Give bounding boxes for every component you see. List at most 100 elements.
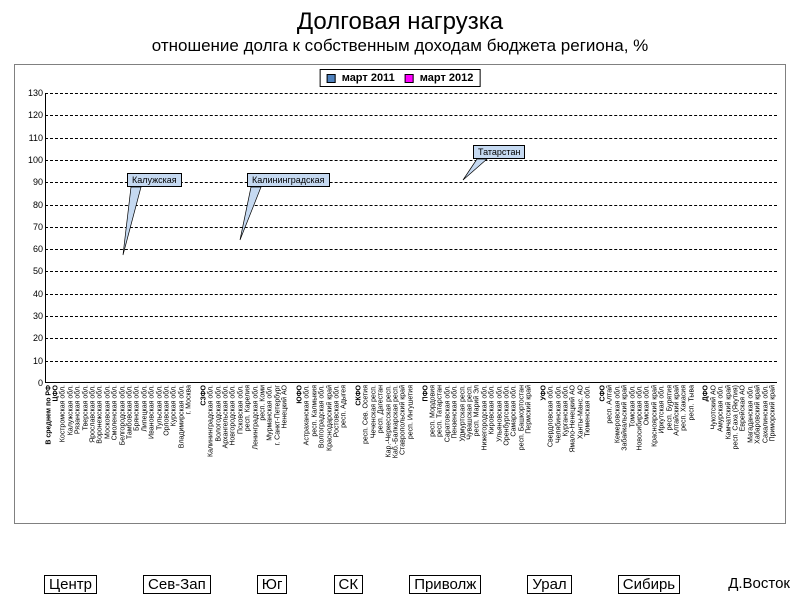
x-label: Вологодская обл. (215, 385, 222, 515)
legend: март 2011 март 2012 (320, 69, 481, 87)
x-label: Тульская обл. (156, 385, 163, 515)
x-label: Красноярский край (651, 385, 658, 515)
region-row: ЦентрСев-ЗапЮгСКПриволжУралСибирьД.Восто… (14, 575, 800, 594)
x-label: респ. Бурятия (666, 385, 673, 515)
x-label: Псковская обл. (237, 385, 244, 515)
x-label: Мурманская обл. (267, 385, 274, 515)
legend-swatch-2012 (405, 74, 414, 83)
y-tick: 30 (19, 311, 43, 321)
y-tick: 100 (19, 155, 43, 165)
x-label: Владимирская обл. (178, 385, 185, 515)
x-label: респ. Адыгея (341, 385, 348, 515)
x-label: Алтайский край (673, 385, 680, 515)
legend-item-2012: март 2012 (405, 72, 474, 84)
x-label: Магаданская обл. (747, 385, 754, 515)
x-label: Омская обл. (644, 385, 651, 515)
x-label: Еврейская АО (740, 385, 747, 515)
x-label: Чукотский АО (710, 385, 717, 515)
x-label: г. Санкт-Петербург (274, 385, 281, 515)
y-tick: 110 (19, 133, 43, 143)
x-label: респ. Ингушетия (407, 385, 414, 515)
y-tick: 90 (19, 177, 43, 187)
x-label: Тверская обл. (82, 385, 89, 515)
region-label: Д.Восток (726, 575, 792, 594)
y-tick: 60 (19, 244, 43, 254)
x-label (592, 385, 599, 515)
x-label: Брянская обл. (134, 385, 141, 515)
x-label: респ. Татарстан (437, 385, 444, 515)
x-label: Камчатский край (725, 385, 732, 515)
x-label: Рязанская обл. (75, 385, 82, 515)
legend-label-2011: март 2011 (342, 72, 395, 84)
x-label: респ. Башкортостан (518, 385, 525, 515)
x-label (348, 385, 355, 515)
x-label: Липецкая обл. (141, 385, 148, 515)
chart-frame: март 2011 март 2012 01020304050607080901… (14, 64, 786, 524)
y-tick: 10 (19, 356, 43, 366)
y-tick: 0 (19, 378, 43, 388)
x-label: Краснодарский край (326, 385, 333, 515)
x-label: Пермский край (525, 385, 532, 515)
x-label: респ. Карелия (245, 385, 252, 515)
x-label: Забайкальский край (621, 385, 628, 515)
x-label: респ. Хакасия (681, 385, 688, 515)
y-tick: 40 (19, 289, 43, 299)
x-label: Волгоградская обл. (318, 385, 325, 515)
x-label: Ленинградская обл. (252, 385, 259, 515)
legend-swatch-2011 (327, 74, 336, 83)
x-label (695, 385, 702, 515)
x-label: г. Москва (185, 385, 192, 515)
x-label: Нижегородская обл. (481, 385, 488, 515)
x-label: респ. Сев. Осетия (363, 385, 370, 515)
x-label: Московская обл. (104, 385, 111, 515)
x-label: Калининградская обл. (208, 385, 215, 515)
y-tick: 130 (19, 88, 43, 98)
x-label: ДФО (703, 385, 710, 515)
legend-label-2012: март 2012 (420, 72, 474, 84)
x-label: Амурская обл. (718, 385, 725, 515)
x-label: респ. Марий Эл (474, 385, 481, 515)
x-label: респ. Тыва (688, 385, 695, 515)
plot-area: 0102030405060708090100110120130 (45, 93, 777, 383)
region-label: Приволж (409, 575, 481, 594)
x-label: Кар.-Черкесская респ. (385, 385, 392, 515)
x-label: Иркутская обл. (658, 385, 665, 515)
x-label: Тюменская обл. (585, 385, 592, 515)
y-tick: 70 (19, 222, 43, 232)
y-tick: 120 (19, 110, 43, 120)
x-labels: В среднем по РФЦФОКостромская обл.Калужс… (45, 385, 777, 515)
x-label (415, 385, 422, 515)
x-label: Калужская обл. (67, 385, 74, 515)
y-tick: 50 (19, 266, 43, 276)
x-label: УФО (540, 385, 547, 515)
region-label: Сибирь (618, 575, 680, 594)
x-label: Курская обл. (171, 385, 178, 515)
x-label: ПФО (422, 385, 429, 515)
region-label: СК (334, 575, 364, 594)
region-label: Урал (527, 575, 571, 594)
x-label: Ямало-Ненецкий АО (570, 385, 577, 515)
x-label: Смоленская обл. (112, 385, 119, 515)
x-label: Костромская обл. (60, 385, 67, 515)
x-label: Ивановская обл. (148, 385, 155, 515)
x-label: Астраханская обл. (304, 385, 311, 515)
y-tick: 80 (19, 200, 43, 210)
x-label: В среднем по РФ (45, 385, 52, 515)
legend-item-2011: март 2011 (327, 72, 395, 84)
x-label: СЗФО (200, 385, 207, 515)
x-label: Воронежская обл. (97, 385, 104, 515)
x-label (193, 385, 200, 515)
x-label: Оренбургская обл. (503, 385, 510, 515)
x-label: Ханты-Манс. АО (577, 385, 584, 515)
bars-container (45, 93, 777, 383)
y-tick: 20 (19, 333, 43, 343)
chart-title: Долговая нагрузка (10, 8, 790, 36)
x-label: Ненецкий АО (282, 385, 289, 515)
x-label: Новгородская обл. (230, 385, 237, 515)
x-label: Самарская обл. (511, 385, 518, 515)
x-label: респ. Калмыкия (311, 385, 318, 515)
x-label: Томская обл. (629, 385, 636, 515)
x-label: Пензенская обл. (451, 385, 458, 515)
chart-subtitle: отношение долга к собственным доходам бю… (10, 36, 790, 56)
callout-box: Татарстан (473, 145, 525, 159)
